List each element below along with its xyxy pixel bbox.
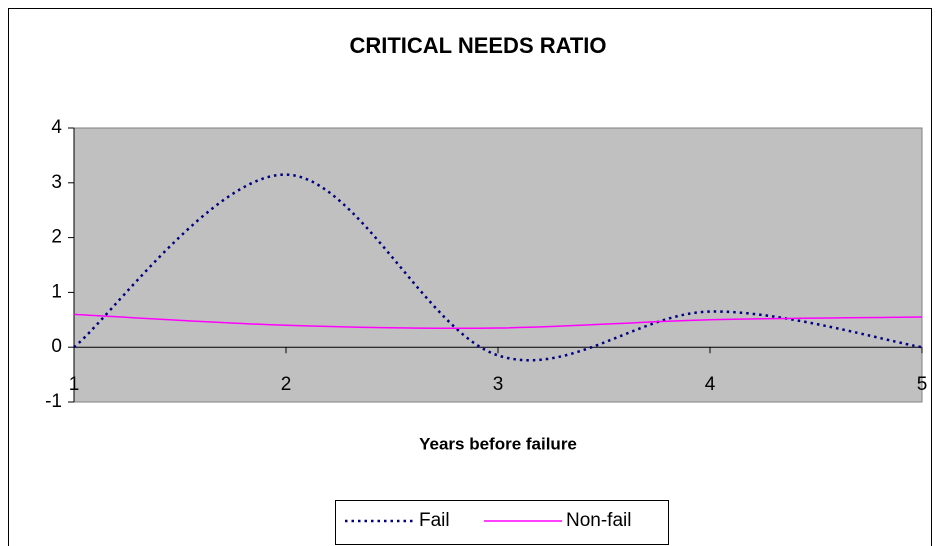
legend-box <box>335 500 669 545</box>
y-tick-label: -1 <box>45 391 62 412</box>
y-tick-label: 3 <box>51 172 62 193</box>
y-tick-label: 0 <box>51 336 62 357</box>
plot-area <box>73 127 923 403</box>
x-tick-label: 3 <box>493 374 504 395</box>
x-axis-title: Years before failure <box>419 434 577 453</box>
x-tick-label: 4 <box>705 374 716 395</box>
series-line <box>73 313 923 330</box>
legend-label: Fail <box>419 510 450 531</box>
y-tick-label: 2 <box>51 227 62 248</box>
y-tick-label: 1 <box>51 281 62 302</box>
x-tick-label: 1 <box>69 374 80 395</box>
x-tick-label: 5 <box>917 374 928 395</box>
y-tick-label: 4 <box>51 117 62 138</box>
legend-label: Non-fail <box>566 510 631 531</box>
x-tick-label: 2 <box>281 374 292 395</box>
chart-title: CRITICAL NEEDS RATIO <box>349 33 606 58</box>
